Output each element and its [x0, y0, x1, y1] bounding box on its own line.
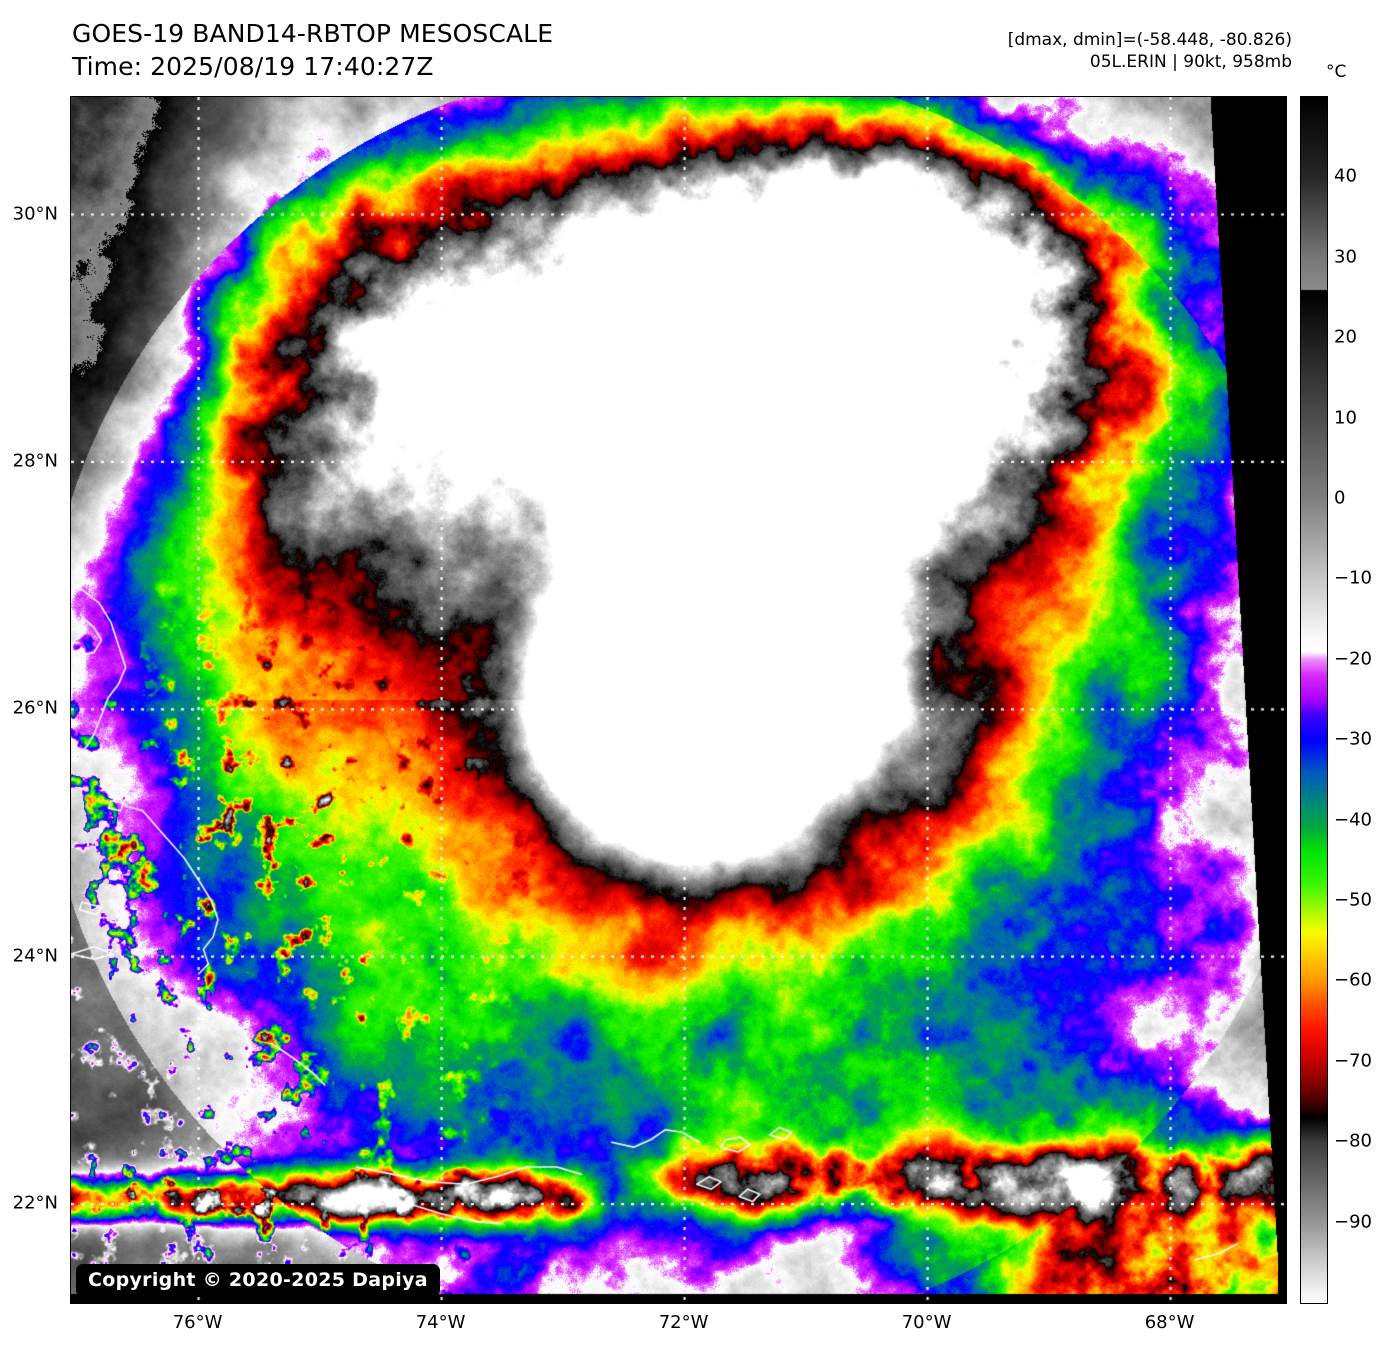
metadata-block: [dmax, dmin]=(-58.448, -80.826) 05L.ERIN…: [1008, 30, 1292, 74]
timestamp-label: Time: 2025/08/19 17:40:27Z: [72, 51, 434, 81]
colorbar-tick-minus90: −90: [1334, 1211, 1372, 1233]
colorbar-tick-10: 10: [1334, 407, 1357, 429]
colorbar-tick-minus70: −70: [1334, 1050, 1372, 1072]
colorbar[interactable]: [1300, 96, 1328, 1304]
colorbar-tick-minus20: −20: [1334, 648, 1372, 670]
colorbar-tick-minus40: −40: [1334, 809, 1372, 831]
colorbar-tick-20: 20: [1334, 326, 1357, 348]
copyright-watermark: Copyright © 2020-2025 Dapiya: [76, 1264, 440, 1297]
colorbar-tick-minus80: −80: [1334, 1130, 1372, 1152]
latitude-tick-22°N: 22°N: [12, 1192, 58, 1214]
colorbar-tick-minus30: −30: [1334, 728, 1372, 750]
colorbar-tick-0: 0: [1334, 487, 1346, 509]
latitude-tick-30°N: 30°N: [12, 203, 58, 224]
dmax-dmin-label: [dmax, dmin]=(-58.448, -80.826): [1007, 30, 1292, 50]
colorbar-unit-label: °C: [1326, 62, 1347, 82]
longitude-tick-68°W: 68°W: [1144, 1312, 1195, 1333]
colorbar-tick-minus10: −10: [1334, 567, 1372, 589]
latitude-tick-28°N: 28°N: [12, 450, 58, 472]
longitude-tick-76°W: 76°W: [172, 1312, 223, 1333]
colorbar-tick-minus60: −60: [1334, 969, 1372, 991]
title-block: GOES-19 BAND14-RBTOP MESOSCALE Time: 202…: [72, 18, 553, 83]
page-title: GOES-19 BAND14-RBTOP MESOSCALE: [72, 19, 554, 48]
colorbar-tick-30: 30: [1334, 246, 1357, 268]
colorbar-tick-40: 40: [1334, 165, 1357, 187]
latitude-tick-24°N: 24°N: [12, 945, 58, 967]
satellite-plot-area[interactable]: Copyright © 2020-2025 Dapiya: [70, 96, 1287, 1304]
latlon-gridlines-overlay: [71, 97, 1286, 1303]
colorbar-tick-minus50: −50: [1334, 889, 1372, 911]
longitude-tick-70°W: 70°W: [901, 1312, 952, 1333]
storm-info-label: 05L.ERIN | 90kt, 958mb: [1089, 51, 1292, 72]
longitude-tick-74°W: 74°W: [415, 1312, 466, 1333]
colorbar-gradient: [1300, 96, 1328, 1304]
latitude-tick-26°N: 26°N: [12, 697, 58, 719]
longitude-tick-72°W: 72°W: [658, 1312, 709, 1333]
